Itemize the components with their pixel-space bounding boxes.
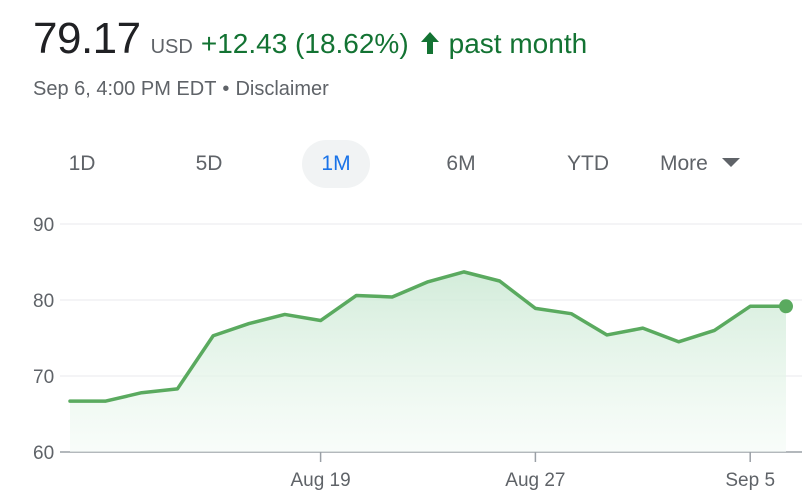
change-period: past month: [448, 28, 588, 59]
data-point[interactable]: [747, 303, 753, 309]
disclaimer-link[interactable]: Disclaimer: [235, 78, 329, 100]
current-price: 79.17: [33, 14, 141, 63]
data-point[interactable]: [425, 279, 431, 285]
data-point[interactable]: [353, 292, 359, 298]
data-point[interactable]: [568, 311, 574, 317]
data-point[interactable]: [497, 278, 503, 284]
data-point[interactable]: [604, 332, 610, 338]
more-dropdown[interactable]: More: [660, 140, 740, 188]
y-tick-label: 70: [33, 367, 54, 388]
quote-timestamp: Sep 6, 4:00 PM EDT: [33, 78, 217, 100]
quote-subheader: Sep 6, 4:00 PM EDT • Disclaimer: [33, 78, 329, 101]
data-point[interactable]: [711, 327, 717, 333]
y-tick-label: 90: [33, 215, 54, 236]
y-tick-label: 60: [33, 443, 54, 464]
tab-ytd[interactable]: YTD: [567, 152, 609, 175]
data-point[interactable]: [461, 269, 467, 275]
current-price-marker[interactable]: [779, 299, 793, 314]
data-point[interactable]: [246, 321, 252, 327]
data-point[interactable]: [174, 386, 180, 392]
data-point[interactable]: [640, 325, 646, 331]
more-label: More: [660, 152, 708, 175]
y-tick-label: 80: [33, 291, 54, 312]
data-point[interactable]: [389, 294, 395, 300]
separator-dot: •: [222, 78, 230, 100]
currency-label: USD: [150, 36, 193, 58]
price-line: [68, 270, 788, 403]
price-area-fill: [70, 271, 786, 452]
data-point[interactable]: [67, 398, 73, 404]
tab-6m[interactable]: 6M: [446, 152, 476, 175]
x-tick-label: Sep 5: [725, 470, 775, 491]
data-point[interactable]: [676, 339, 682, 345]
tab-5d[interactable]: 5D: [195, 152, 223, 175]
caret-down-icon: [721, 158, 740, 167]
range-tabs: 1D 5D 1M 6M YTD More: [0, 140, 802, 188]
x-tick-label: Aug 27: [505, 470, 565, 491]
data-point[interactable]: [282, 311, 288, 317]
data-point[interactable]: [210, 333, 216, 339]
quote-header: 79.17 USD +12.43 (18.62%) past month: [33, 14, 587, 64]
tab-1d[interactable]: 1D: [68, 152, 96, 175]
arrow-up-icon: [419, 30, 441, 56]
data-point[interactable]: [532, 305, 538, 311]
data-point[interactable]: [318, 318, 324, 324]
data-point[interactable]: [103, 398, 109, 404]
tab-1m[interactable]: 1M: [302, 140, 370, 188]
x-tick-label: Aug 19: [290, 470, 350, 491]
price-chart[interactable]: 60 70 80 90 Aug 19 Aug 27 Sep 5: [0, 200, 802, 499]
price-change: +12.43 (18.62%): [200, 28, 409, 59]
data-point[interactable]: [139, 390, 145, 396]
